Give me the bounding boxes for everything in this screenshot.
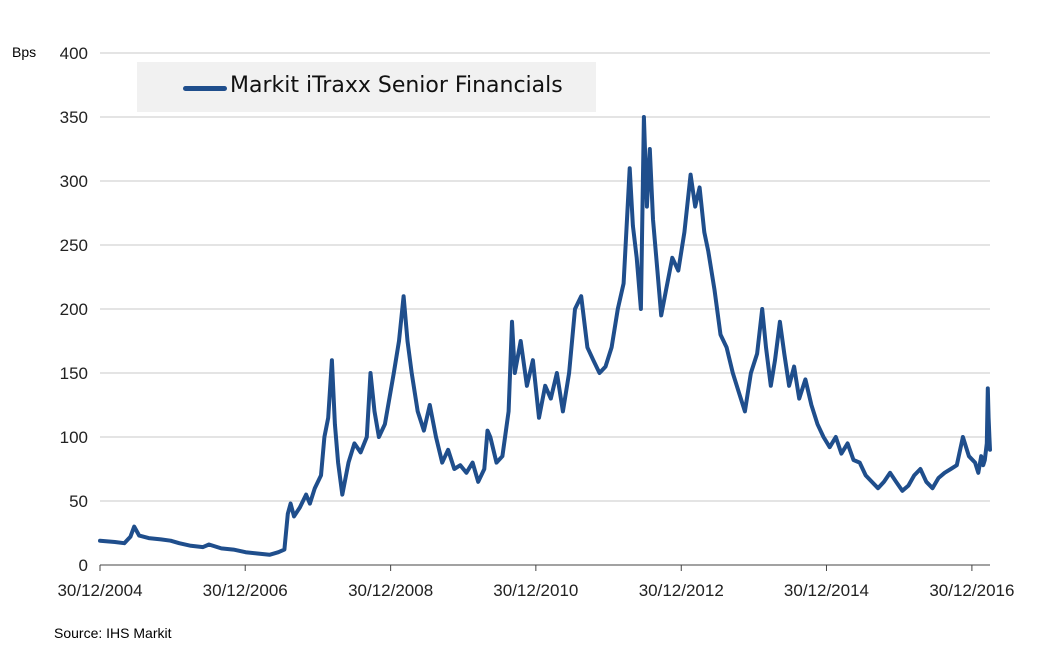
y-axis-unit-label: Bps <box>12 44 37 60</box>
y-axis-ticks: 0 50 100 150 200 250 300 350 400 <box>60 44 88 575</box>
y-tick-label: 400 <box>60 44 88 63</box>
y-tick-label: 100 <box>60 428 88 447</box>
y-tick-label: 300 <box>60 172 88 191</box>
x-tick-label: 30/12/2004 <box>57 581 142 600</box>
series-line-0 <box>98 115 992 557</box>
y-tick-label: 150 <box>60 364 88 383</box>
x-tick-label: 30/12/2006 <box>203 581 288 600</box>
x-tick-label: 30/12/2008 <box>348 581 433 600</box>
source-note: Source: IHS Markit <box>54 625 172 641</box>
series-group <box>98 115 992 557</box>
y-tick-label: 350 <box>60 108 88 127</box>
y-tick-label: 0 <box>79 556 88 575</box>
y-tick-label: 250 <box>60 236 88 255</box>
y-tick-label: 200 <box>60 300 88 319</box>
x-tick-label: 30/12/2012 <box>639 581 724 600</box>
legend-swatch <box>183 86 227 91</box>
y-tick-label: 50 <box>69 492 88 511</box>
x-tick-label: 30/12/2010 <box>493 581 578 600</box>
x-axis-ticks: 30/12/2004 30/12/2006 30/12/2008 30/12/2010… <box>57 565 1014 600</box>
x-tick-label: 30/12/2016 <box>929 581 1014 600</box>
x-tick-label: 30/12/2014 <box>784 581 869 600</box>
legend: Markit iTraxx Senior Financials <box>137 62 596 112</box>
grid-lines <box>100 52 990 502</box>
legend-label: Markit iTraxx Senior Financials <box>230 73 563 98</box>
